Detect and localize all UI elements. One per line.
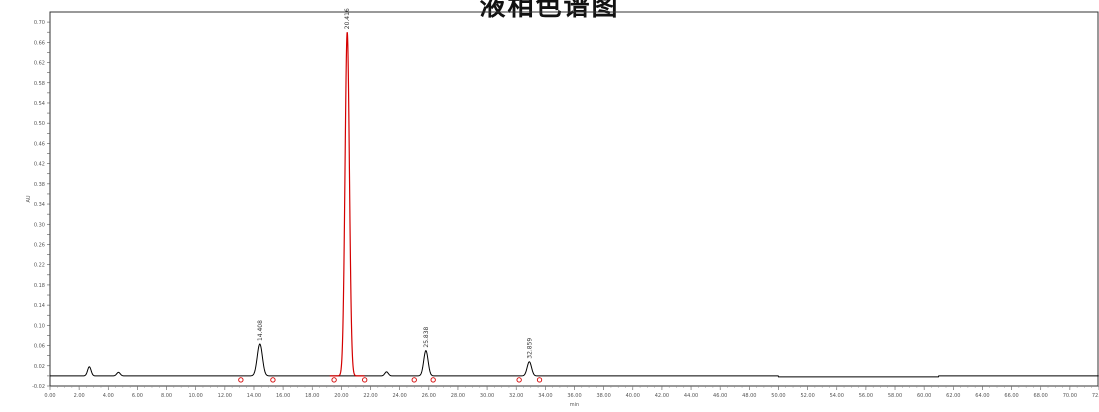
x-tick-label: 22.00 bbox=[363, 393, 377, 399]
x-tick-label: 64.00 bbox=[975, 393, 989, 399]
x-tick-label: 46.00 bbox=[713, 393, 727, 399]
x-tick-label: 0.00 bbox=[44, 393, 55, 399]
y-tick-label: 0.18 bbox=[34, 283, 45, 289]
y-tick-label: 0.50 bbox=[34, 121, 45, 127]
y-tick-label: 0.34 bbox=[34, 202, 45, 208]
x-tick-label: 18.00 bbox=[305, 393, 319, 399]
integration-marker bbox=[411, 377, 417, 383]
y-tick-label: 0.42 bbox=[34, 162, 45, 168]
series-line-baseline bbox=[50, 343, 1099, 378]
x-tick-label: 62.00 bbox=[946, 393, 960, 399]
x-tick-label: 2.00 bbox=[74, 393, 85, 399]
integration-marker bbox=[331, 377, 337, 383]
y-axis-label: AU bbox=[26, 195, 32, 202]
y-tick-label: 0.10 bbox=[34, 323, 45, 329]
x-tick-label: 20.00 bbox=[334, 393, 348, 399]
x-tick-label: 48.00 bbox=[742, 393, 756, 399]
y-tick-label: 0.62 bbox=[34, 61, 45, 67]
x-tick-label: 26.00 bbox=[422, 393, 436, 399]
y-tick-label: 0.66 bbox=[34, 40, 45, 46]
x-tick-label: 68.00 bbox=[1034, 393, 1048, 399]
x-tick-label: 34.00 bbox=[538, 393, 552, 399]
integration-marker bbox=[238, 377, 244, 383]
series-layer bbox=[50, 32, 1099, 378]
plot-border bbox=[49, 11, 1099, 387]
x-tick-label: 14.00 bbox=[247, 393, 261, 399]
y-tick-label: 0.54 bbox=[34, 101, 45, 107]
y-axis: -0.02 0.02 0.06 0.10 0.14 0.18 0.22 0.26 0.30 0.3… bbox=[26, 20, 50, 390]
series-line-main-peak bbox=[329, 32, 365, 377]
y-tick-label: 0.22 bbox=[34, 263, 45, 269]
integration-marker bbox=[516, 377, 522, 383]
x-tick-label: 8.00 bbox=[161, 393, 172, 399]
x-tick-label: 24.00 bbox=[393, 393, 407, 399]
y-tick-label: 0.46 bbox=[34, 141, 45, 147]
x-tick-label: 6.00 bbox=[132, 393, 143, 399]
x-tick-label: 10.00 bbox=[189, 393, 203, 399]
x-tick-label: 40.00 bbox=[626, 393, 640, 399]
peak-labels: 14.408 25.838 32.859 20.416 bbox=[257, 8, 534, 359]
y-tick-label: -0.02 bbox=[32, 384, 45, 390]
x-tick-label: 52.00 bbox=[800, 393, 814, 399]
integration-marker bbox=[536, 377, 543, 383]
peak-label: 32.859 bbox=[526, 338, 533, 359]
x-tick-label: 12.00 bbox=[218, 393, 232, 399]
integration-marker bbox=[362, 377, 368, 383]
chart-title: 液相色谱图 bbox=[479, 0, 620, 22]
y-tick-label: 0.30 bbox=[34, 222, 45, 228]
x-tick-label: 54.00 bbox=[830, 393, 844, 399]
y-tick-label: 0.02 bbox=[34, 364, 45, 370]
x-tick-label: 28.00 bbox=[451, 393, 465, 399]
x-tick-label: 66.00 bbox=[1004, 393, 1018, 399]
y-tick-label: 0.26 bbox=[34, 242, 45, 248]
x-tick-label: 16.00 bbox=[276, 393, 290, 399]
x-tick-label: 56.00 bbox=[859, 393, 873, 399]
x-tick-label: 58.00 bbox=[888, 393, 902, 399]
y-tick-label: 0.70 bbox=[34, 20, 45, 26]
peak-label: 14.408 bbox=[257, 320, 264, 341]
x-tick-label: 50.00 bbox=[771, 393, 785, 399]
x-tick-label: 32.00 bbox=[509, 393, 523, 399]
x-tick-label: 36.00 bbox=[567, 393, 581, 399]
x-tick-label: 4.00 bbox=[103, 393, 114, 399]
integration-marker bbox=[270, 377, 276, 383]
x-axis-label: min bbox=[570, 402, 579, 408]
x-tick-label: 44.00 bbox=[684, 393, 698, 399]
integration-markers bbox=[238, 377, 543, 383]
y-tick-label: 0.58 bbox=[34, 81, 45, 87]
x-tick-label: 70.00 bbox=[1063, 393, 1077, 399]
x-tick-label: 42.00 bbox=[655, 393, 669, 399]
x-tick-label: 72.00 bbox=[1092, 393, 1099, 399]
y-tick-label: 0.38 bbox=[34, 182, 45, 188]
integration-marker bbox=[430, 377, 436, 383]
peak-label: 20.416 bbox=[344, 8, 351, 29]
peak-label: 25.838 bbox=[423, 326, 430, 347]
x-tick-label: 60.00 bbox=[917, 393, 931, 399]
x-tick-label: 30.00 bbox=[480, 393, 494, 399]
plot-frame bbox=[49, 11, 1099, 387]
x-tick-label: 38.00 bbox=[596, 393, 610, 399]
x-axis: 0.00 2.00 4.00 6.00 8.00 10.00 12.00 14.00 16.00… bbox=[44, 386, 1099, 408]
y-tick-label: 0.14 bbox=[34, 303, 45, 309]
y-tick-label: 0.06 bbox=[34, 344, 45, 350]
